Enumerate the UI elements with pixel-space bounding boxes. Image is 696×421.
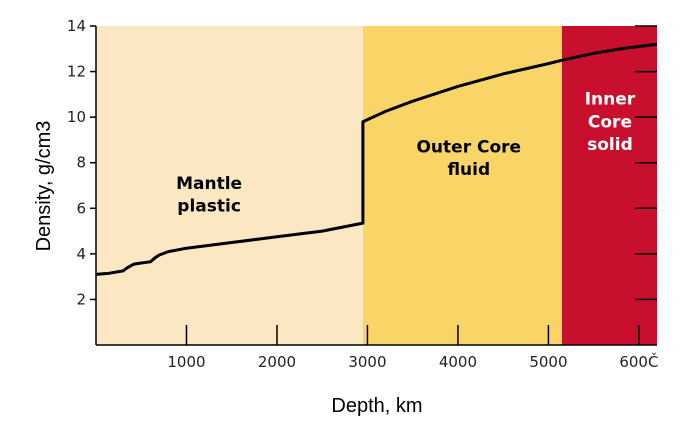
region-band-1	[362, 26, 562, 345]
region-label-2-0: Inner	[585, 90, 636, 110]
x-tick-label-5000: 5000	[529, 353, 567, 371]
y-axis-title: Density, g/cm3	[33, 121, 55, 252]
axes	[95, 26, 657, 346]
density-line-0	[95, 42, 658, 276]
x-tick-label-4000: 4000	[439, 353, 477, 371]
y-tick-label-2: 2	[76, 290, 86, 308]
region-label-2-1: Core	[588, 112, 632, 132]
y-tick-label-14: 14	[67, 17, 86, 35]
x-tick-label-3000: 3000	[348, 353, 386, 371]
x-tick-label-1000: 1000	[167, 353, 205, 371]
region-label-1-1: fluid	[447, 160, 490, 180]
region-label-2-2: solid	[587, 135, 633, 155]
region-label-0-1: plastic	[177, 197, 241, 217]
y-tick-label-10: 10	[67, 108, 86, 126]
y-tick-label-6: 6	[76, 199, 86, 217]
x-tick-label-6000: 600Č	[619, 352, 658, 371]
y-tick-label-12: 12	[67, 63, 86, 81]
x-tick-label-2000: 2000	[258, 353, 296, 371]
region-band-2	[561, 26, 657, 345]
region-label-1-0: Outer Core	[416, 137, 521, 157]
ticks: 2 4 6 8 10 12 14 1000 2000 3000 4000 5000 600Č	[67, 17, 659, 371]
region-band-0	[96, 26, 363, 345]
series-lines	[95, 42, 658, 276]
region-label-0-0: Mantle	[176, 174, 242, 194]
region-bands	[96, 26, 657, 345]
y-tick-label-4: 4	[76, 245, 86, 263]
x-axis-title: Depth, km	[331, 395, 422, 417]
y-tick-label-8: 8	[76, 154, 86, 172]
